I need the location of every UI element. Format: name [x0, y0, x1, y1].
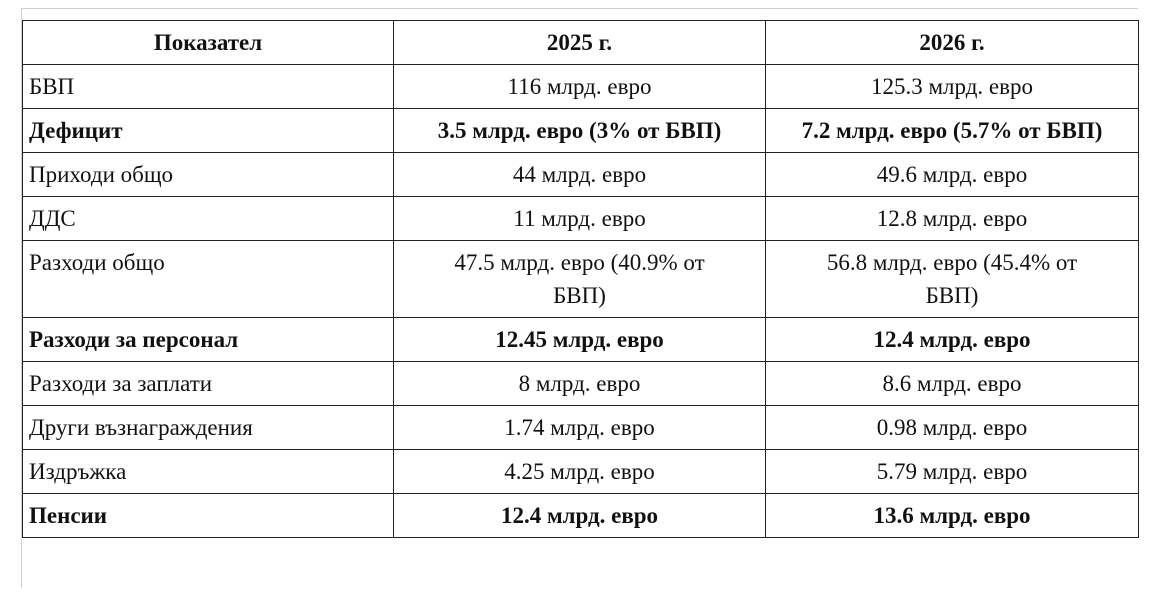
row-label: БВП [22, 64, 394, 109]
row-label: Други възнаграждения [22, 405, 394, 450]
table-row: Приходи общо 44 млрд. евро 49.6 млрд. евро [22, 152, 1139, 197]
row-label: Приходи общо [22, 152, 394, 197]
table-row: Разходи общо 47.5 млрд. евро (40.9% от БВ… [22, 240, 1139, 318]
table-row: Други възнаграждения 1.74 млрд. евро 0.98 … [22, 405, 1139, 450]
value-cell: 8.6 млрд. евро [765, 361, 1139, 406]
value-cell: 0.98 млрд. евро [765, 405, 1139, 450]
value-cell: 7.2 млрд. евро (5.7% от БВП) [765, 108, 1139, 153]
value-cell: 4.25 млрд. евро [393, 449, 766, 494]
row-label: Пенсии [22, 493, 394, 538]
value-cell: 12.8 млрд. евро [765, 196, 1139, 241]
table-row: БВП 116 млрд. евро 125.3 млрд. евро [22, 64, 1139, 109]
budget-table: Показател 2025 г. 2026 г. БВП 116 млрд. евр… [22, 20, 1139, 538]
value-cell: 11 млрд. евро [393, 196, 766, 241]
header-cell: 2025 г. [393, 20, 766, 65]
value-cell: 44 млрд. евро [393, 152, 766, 197]
table-row: Издръжка 4.25 млрд. евро 5.79 млрд. евро [22, 449, 1139, 494]
table-row: ДДС 11 млрд. евро 12.8 млрд. евро [22, 196, 1139, 241]
value-cell: 12.4 млрд. евро [765, 317, 1139, 362]
value-cell: 49.6 млрд. евро [765, 152, 1139, 197]
value-cell: 5.79 млрд. евро [765, 449, 1139, 494]
table-row: Разходи за персонал 12.45 млрд. евро 12.4 … [22, 317, 1139, 362]
value-cell: 3.5 млрд. евро (3% от БВП) [393, 108, 766, 153]
row-label: Дефицит [22, 108, 394, 153]
value-cell: 125.3 млрд. евро [765, 64, 1139, 109]
value-cell: 47.5 млрд. евро (40.9% от БВП) [393, 240, 766, 318]
value-cell: 1.74 млрд. евро [393, 405, 766, 450]
value-cell: 116 млрд. евро [393, 64, 766, 109]
value-cell: 13.6 млрд. евро [765, 493, 1139, 538]
value-cell: 12.4 млрд. евро [393, 493, 766, 538]
value-cell: 12.45 млрд. евро [393, 317, 766, 362]
table-row: Пенсии 12.4 млрд. евро 13.6 млрд. евро [22, 493, 1139, 538]
row-label: ДДС [22, 196, 394, 241]
value-cell: 56.8 млрд. евро (45.4% от БВП) [765, 240, 1139, 318]
header-cell: Показател [22, 20, 394, 65]
page-edge [21, 8, 22, 588]
table-row: Дефицит 3.5 млрд. евро (3% от БВП) 7.2 млр… [22, 108, 1139, 153]
row-label: Разходи за заплати [22, 361, 394, 406]
page-edge [22, 8, 1138, 9]
table-row: Разходи за заплати 8 млрд. евро 8.6 млрд. … [22, 361, 1139, 406]
header-cell: 2026 г. [765, 20, 1139, 65]
row-label: Издръжка [22, 449, 394, 494]
value-cell: 8 млрд. евро [393, 361, 766, 406]
header-row: Показател 2025 г. 2026 г. [22, 20, 1139, 65]
row-label: Разходи общо [22, 240, 394, 318]
row-label: Разходи за персонал [22, 317, 394, 362]
